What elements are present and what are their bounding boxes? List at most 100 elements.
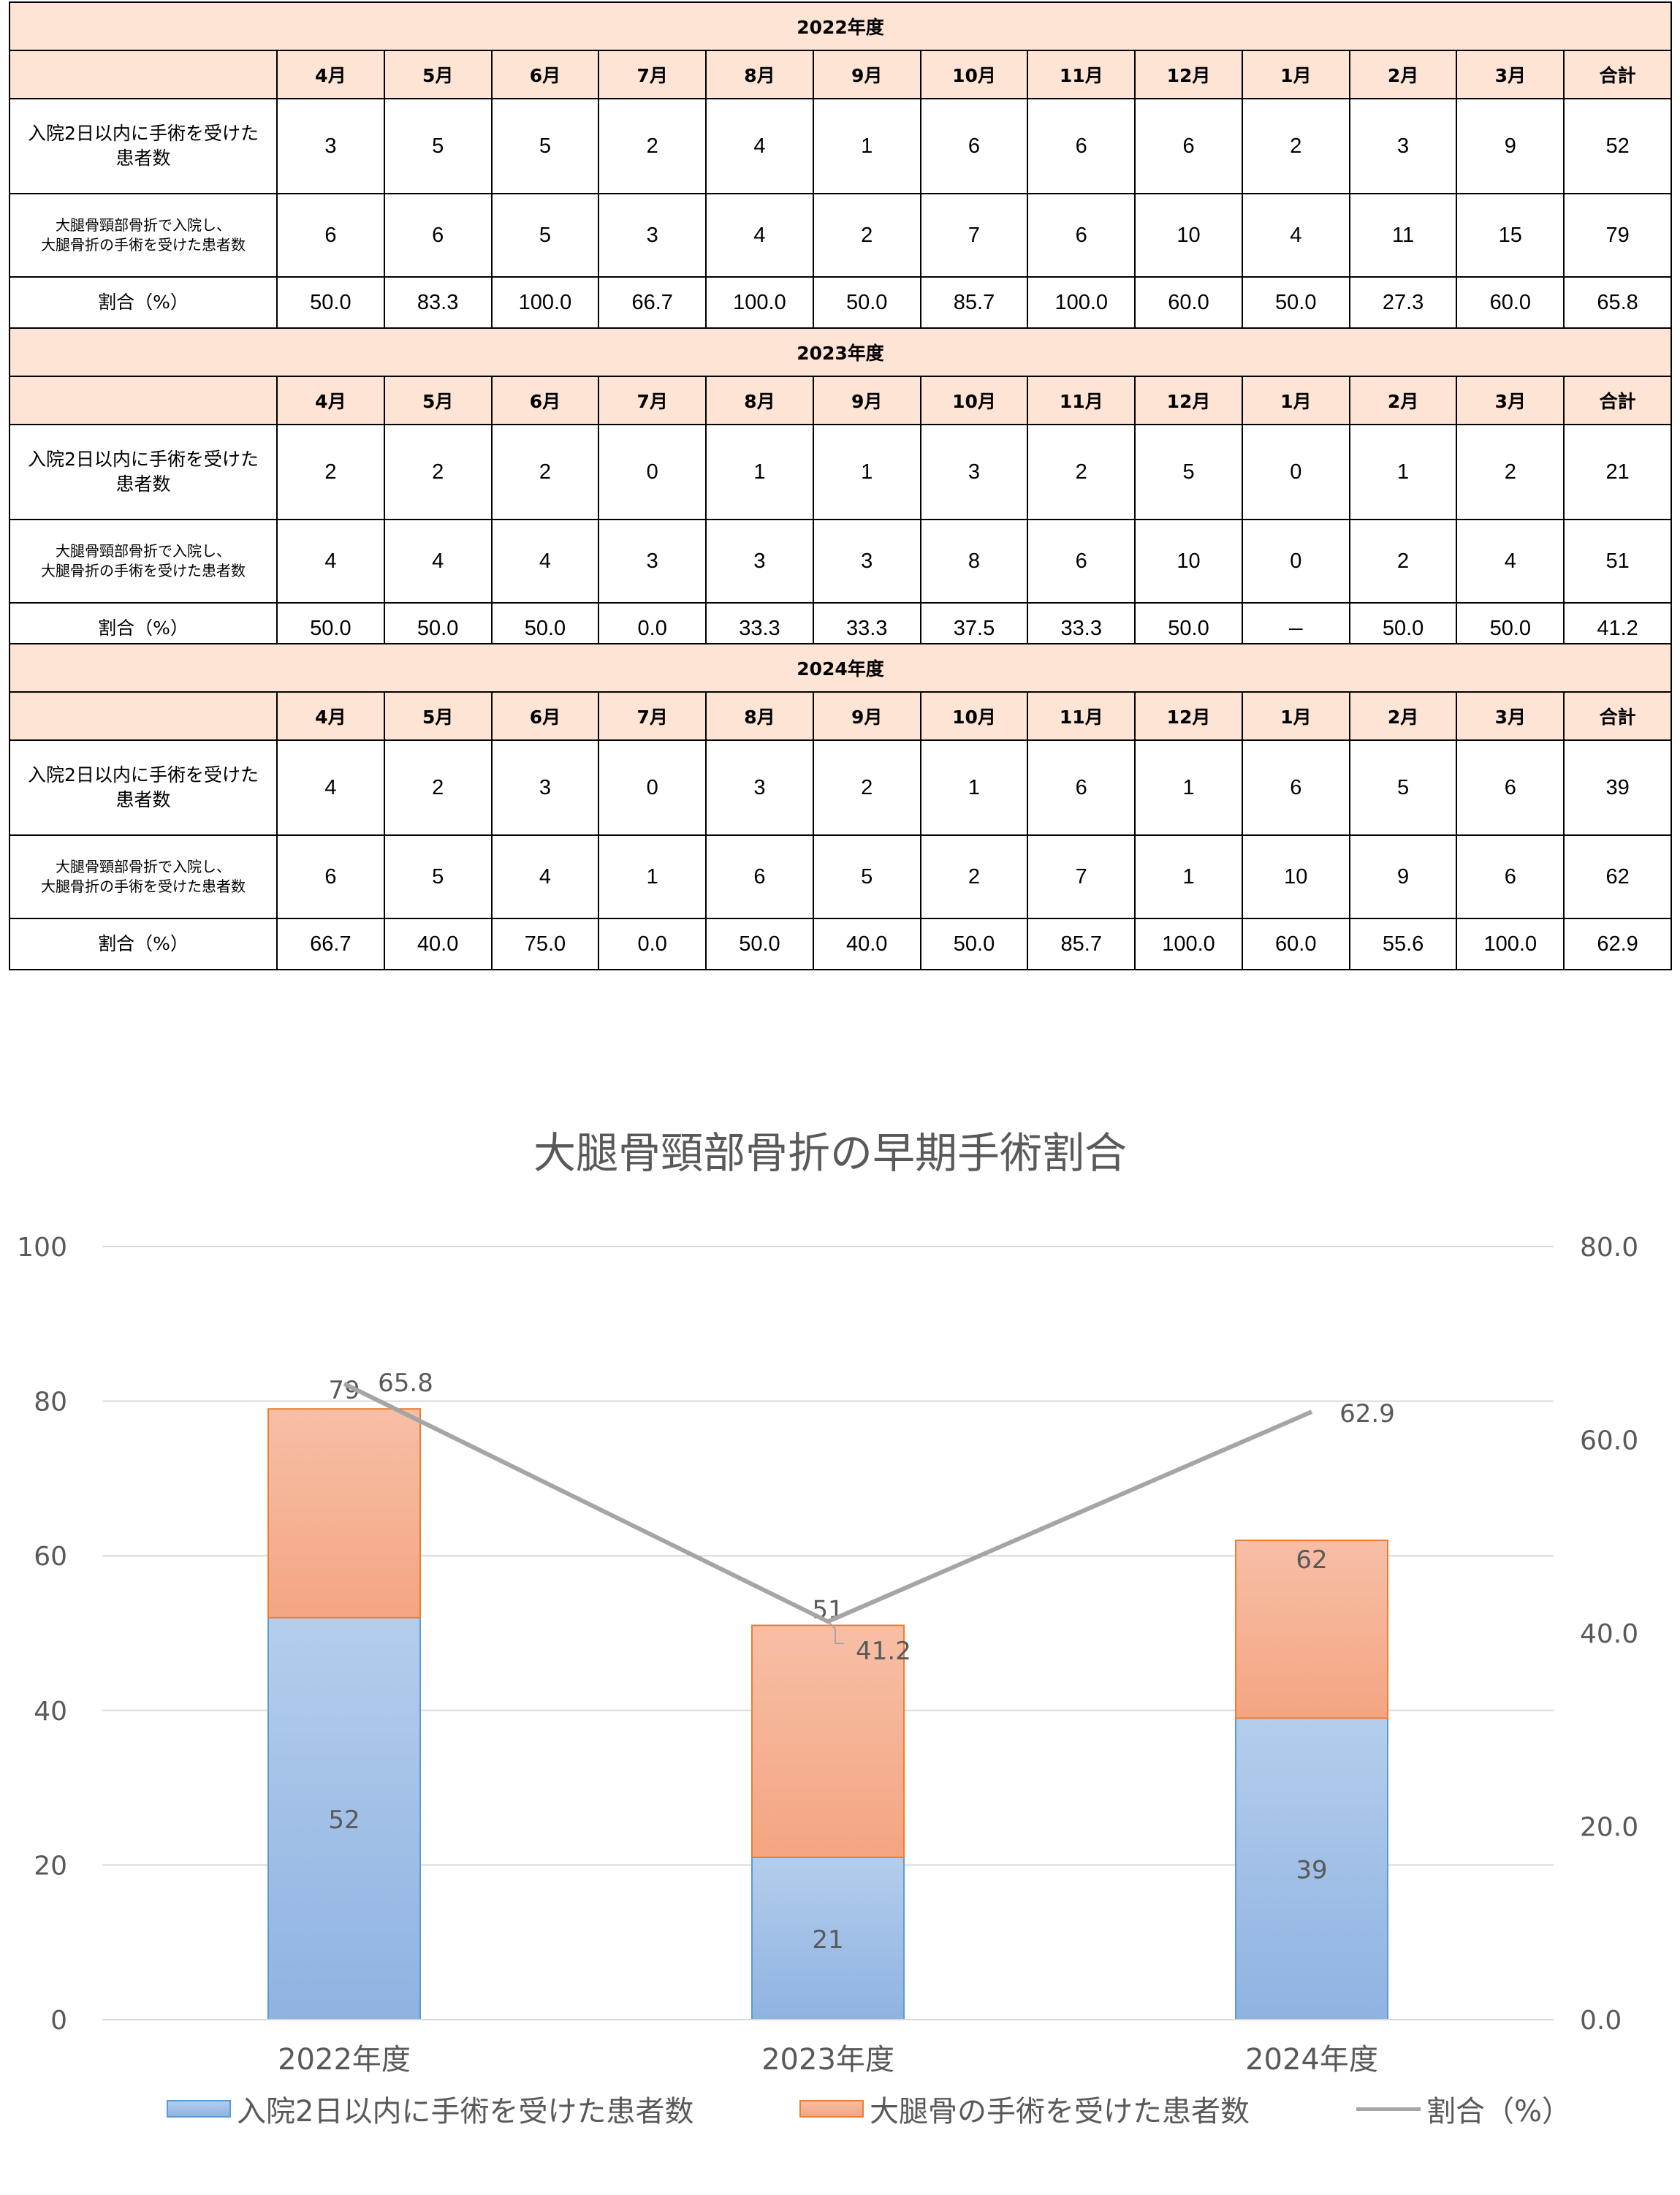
month-header: 10月	[919, 691, 1029, 741]
month-header: 5月	[383, 376, 493, 425]
month-header: 1月	[1241, 376, 1350, 425]
month-header: 12月	[1134, 691, 1243, 741]
y-tick-label: 60	[34, 1542, 67, 1572]
legend-item-surgery: 大腿骨の手術を受けた患者数	[799, 2091, 1250, 2129]
row-label: 入院2日以内に手術を受けた 患者数	[9, 98, 278, 194]
table-cell: 85.7	[1027, 918, 1136, 970]
month-header: 11月	[1027, 50, 1136, 99]
table-cell: 4	[1241, 193, 1350, 278]
month-header: 4月	[276, 691, 385, 741]
legend-swatch-blue	[167, 2100, 231, 2118]
data-label-total: 62	[1296, 1545, 1327, 1575]
data-label: 52	[328, 1806, 360, 1835]
table-cell: 6	[1027, 519, 1136, 604]
table-cell: 50.0	[276, 276, 385, 329]
month-header: 3月	[1456, 50, 1565, 99]
header-corner	[9, 376, 278, 425]
fiscal-year-title: 2024年度	[9, 643, 1672, 693]
table-cell: 6	[1456, 834, 1565, 919]
table-cell: 75.0	[490, 918, 600, 970]
row-label: 大腿骨頸部骨折で入院し、 大腿骨折の手術を受けた患者数	[9, 193, 278, 278]
bar-early-surgery	[1235, 1717, 1388, 2020]
table-cell: 79	[1563, 193, 1672, 278]
month-header: 10月	[919, 376, 1029, 425]
table-cell: 1	[705, 424, 814, 520]
month-header: 11月	[1027, 376, 1136, 425]
table-cell: 4	[705, 193, 814, 278]
table-cell: 66.7	[276, 918, 385, 970]
chart: 大腿骨頸部骨折の早期手術割合 0 20 40 60 80 100 0.0 20.0 40.0 60.…	[17, 1128, 1638, 2077]
fiscal-year-title: 2023年度	[9, 327, 1672, 377]
data-label-ratio: 41.2	[856, 1637, 911, 1666]
table-cell: 5	[812, 834, 921, 919]
table-cell: 4	[383, 519, 493, 604]
table-cell: 0.0	[598, 918, 707, 970]
table-cell: 2	[1348, 519, 1458, 604]
table-cell: 50.0	[812, 276, 921, 329]
y-tick-label: 100	[17, 1233, 67, 1263]
table-cell: 1	[1134, 739, 1243, 836]
table-cell: 27.3	[1348, 276, 1458, 329]
table-cell: 4	[276, 739, 385, 836]
month-header: 合計	[1563, 691, 1672, 741]
table-cell: 5	[490, 98, 600, 194]
fiscal-year-table: 2023年度 4月 5月 6月 7月 8月 9月 10月 11月 12月 1月 2月 3月 合計 入院2日以…	[9, 327, 1672, 655]
table-row: 大腿骨頸部骨折で入院し、 大腿骨折の手術を受けた患者数 6 6 5 3 4 2 7 6 10 4 11 1…	[9, 193, 1672, 278]
x-tick-label: 2023年度	[761, 2043, 894, 2077]
y-tick-label: 20	[34, 1851, 67, 1881]
table-row: 割合（%） 50.0 83.3 100.0 66.7 100.0 50.0 85.7 100.0…	[9, 276, 1672, 329]
table-cell: 0	[598, 739, 707, 836]
bar-surgery	[1235, 1540, 1388, 1719]
month-header: 12月	[1134, 50, 1243, 99]
y2-tick-label: 20.0	[1580, 1813, 1638, 1843]
y-tick-label: 80	[34, 1388, 67, 1418]
table-cell: 8	[919, 519, 1029, 604]
month-header: 1月	[1241, 50, 1350, 99]
y2-tick-label: 0.0	[1580, 2006, 1622, 2036]
table-cell: 50.0	[705, 918, 814, 970]
month-header: 7月	[598, 376, 707, 425]
table-cell: 9	[1348, 834, 1458, 919]
table-cell: 21	[1563, 424, 1672, 520]
table-cell: 100.0	[1027, 276, 1136, 329]
table-row: 入院2日以内に手術を受けた 患者数 2 2 2 0 1 1 3 2 5 0 1 2 21	[9, 424, 1672, 520]
table-cell: 6	[276, 193, 385, 278]
table-cell: 4	[490, 834, 600, 919]
month-header: 9月	[812, 376, 921, 425]
table-cell: 1	[919, 739, 1029, 836]
month-header: 4月	[276, 50, 385, 99]
month-header: 6月	[490, 50, 600, 99]
table-cell: 100.0	[1456, 918, 1565, 970]
data-label-ratio: 65.8	[378, 1369, 433, 1398]
table-cell: 3	[919, 424, 1029, 520]
fiscal-year-table: 2022年度 4月 5月 6月 7月 8月 9月 10月 11月 12月 1月 2月 3月 合計 入院2日以…	[9, 1, 1672, 329]
table-cell: 83.3	[383, 276, 493, 329]
table-cell: 1	[1134, 834, 1243, 919]
y-tick-label: 0	[50, 2006, 67, 2036]
table-cell: 55.6	[1348, 918, 1458, 970]
table-cell: 10	[1134, 193, 1243, 278]
table-cell: 3	[276, 98, 385, 194]
month-header: 5月	[383, 691, 493, 741]
bar-surgery	[751, 1624, 905, 1858]
table-cell: 6	[276, 834, 385, 919]
table-cell: 3	[705, 739, 814, 836]
table-cell: 52	[1563, 98, 1672, 194]
month-header: 合計	[1563, 376, 1672, 425]
table-cell: 100.0	[1134, 918, 1243, 970]
month-header: 3月	[1456, 376, 1565, 425]
table-cell: 1	[598, 834, 707, 919]
row-label: 大腿骨頸部骨折で入院し、 大腿骨折の手術を受けた患者数	[9, 519, 278, 604]
table-cell: 5	[1134, 424, 1243, 520]
table-cell: 100.0	[490, 276, 600, 329]
legend-item-early-surgery: 入院2日以内に手術を受けた患者数	[167, 2091, 693, 2129]
ratio-line	[343, 1382, 1313, 1624]
table-cell: 1	[1348, 424, 1458, 520]
table-cell: 10	[1241, 834, 1350, 919]
table-cell: 6	[705, 834, 814, 919]
table-cell: 65.8	[1563, 276, 1672, 329]
table-cell: 50.0	[919, 918, 1029, 970]
month-header: 9月	[812, 50, 921, 99]
legend-swatch-orange	[799, 2100, 864, 2118]
table-row: 大腿骨頸部骨折で入院し、 大腿骨折の手術を受けた患者数 4 4 4 3 3 3 8 6 10 0 2 4 5…	[9, 519, 1672, 604]
